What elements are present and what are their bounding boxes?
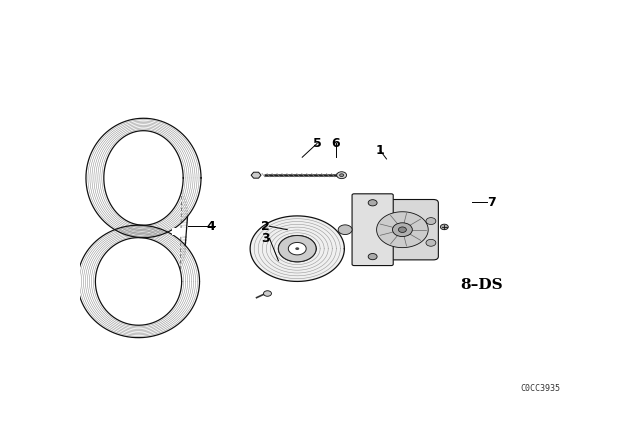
- Text: 5: 5: [313, 137, 321, 150]
- Circle shape: [426, 239, 436, 246]
- Text: 4: 4: [207, 220, 216, 233]
- Polygon shape: [251, 172, 261, 178]
- Polygon shape: [250, 216, 344, 281]
- Polygon shape: [338, 225, 352, 234]
- Text: 2: 2: [260, 220, 269, 233]
- Text: C0CC3935: C0CC3935: [520, 383, 560, 392]
- Text: 8–DS: 8–DS: [460, 278, 503, 292]
- Text: 6: 6: [332, 137, 340, 150]
- Circle shape: [392, 223, 412, 237]
- Polygon shape: [376, 212, 428, 248]
- Circle shape: [426, 218, 436, 224]
- Text: 7: 7: [486, 196, 495, 209]
- FancyBboxPatch shape: [376, 199, 438, 260]
- Circle shape: [440, 224, 448, 230]
- Circle shape: [264, 291, 271, 296]
- Circle shape: [340, 174, 344, 177]
- Circle shape: [368, 254, 377, 260]
- Circle shape: [399, 227, 406, 233]
- Circle shape: [368, 200, 377, 206]
- Circle shape: [337, 172, 347, 179]
- Polygon shape: [289, 242, 306, 255]
- Polygon shape: [278, 236, 316, 262]
- FancyBboxPatch shape: [352, 194, 393, 266]
- Text: 1: 1: [376, 144, 385, 157]
- Circle shape: [295, 247, 300, 250]
- Polygon shape: [172, 228, 212, 235]
- Text: 3: 3: [261, 232, 269, 245]
